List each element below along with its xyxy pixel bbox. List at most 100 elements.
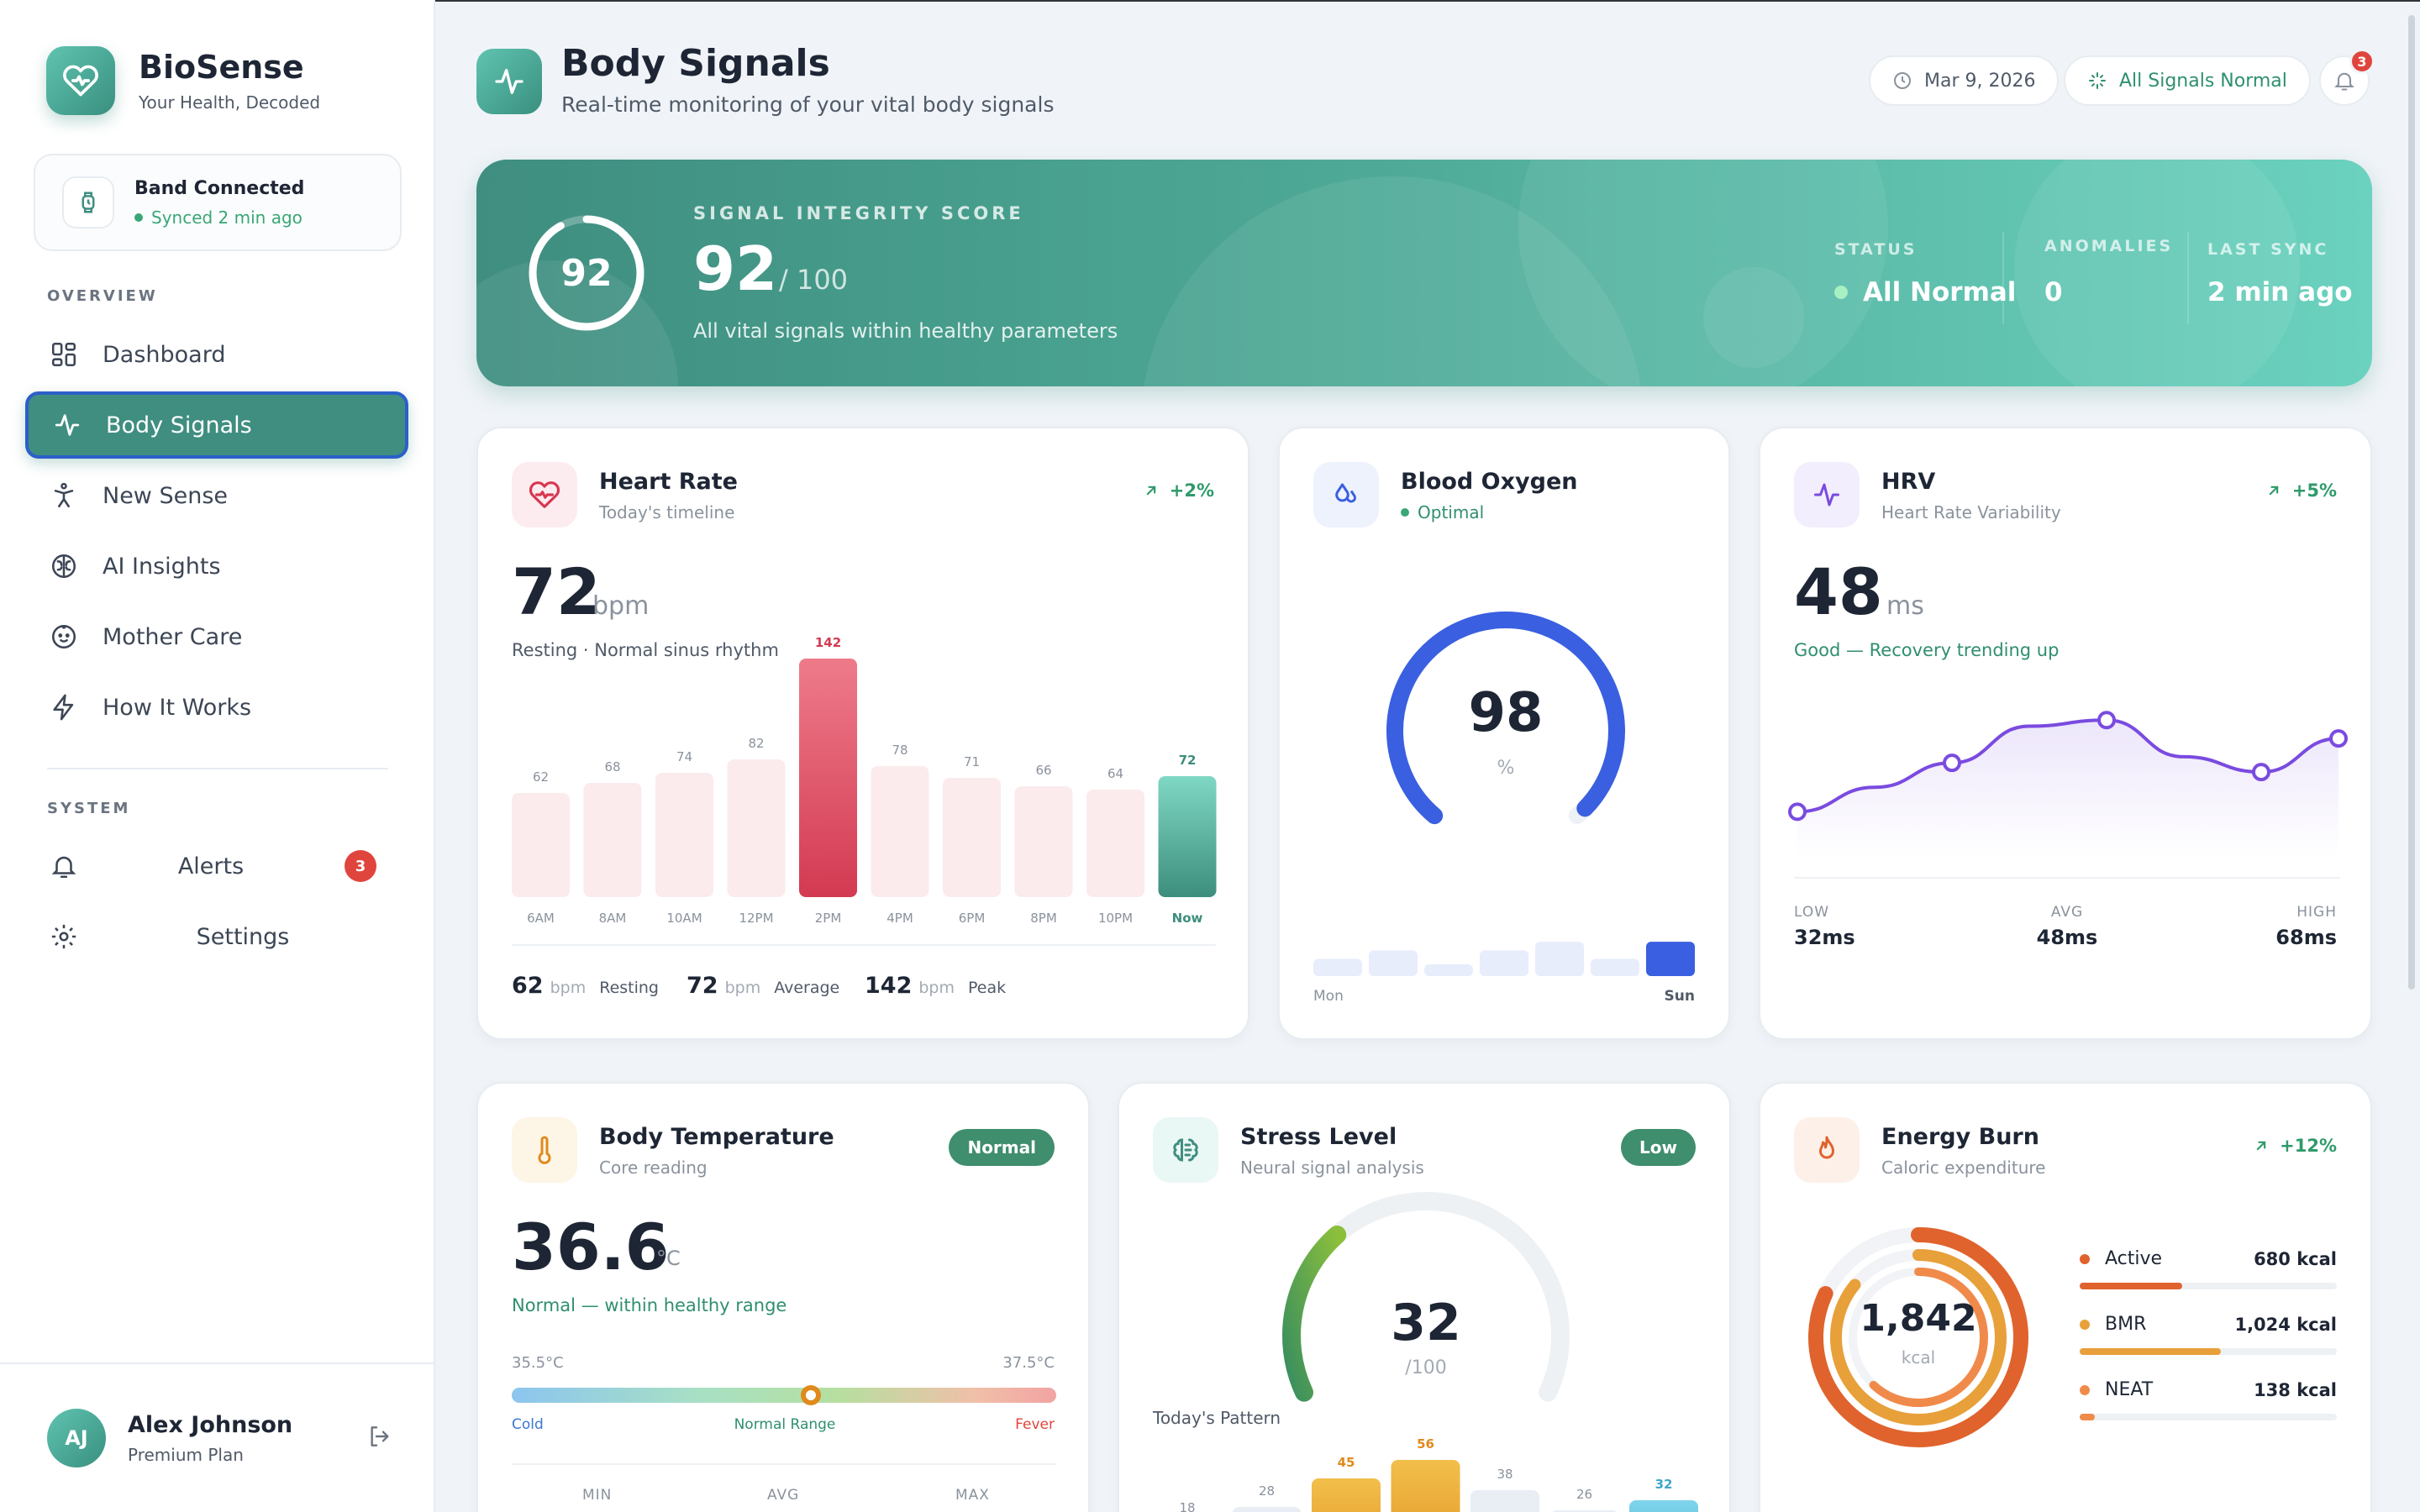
temp-max-label: MAX xyxy=(955,1487,990,1504)
nav-section-overview: OVERVIEW xyxy=(47,287,158,305)
body-temperature-card[interactable]: Body Temperature Core reading Normal 36.… xyxy=(476,1082,1090,1512)
nav-item-dashboard[interactable]: Dashboard xyxy=(25,321,408,388)
energy-row-kcal: 1,024 kcal xyxy=(2234,1314,2337,1335)
oxygen-gauge-fill xyxy=(1386,612,1625,825)
energy-ring-fill xyxy=(1808,1227,2028,1447)
energy-ring-fill xyxy=(1869,1268,1988,1407)
bar-category-label: 8AM xyxy=(599,911,627,926)
heart-icon xyxy=(512,462,577,528)
hrv-point xyxy=(2329,729,2348,748)
stress-bar-value-label: 45 xyxy=(1338,1455,1355,1470)
brand[interactable]: BioSense Your Health, Decoded xyxy=(46,46,320,115)
bar-category-label: 12PM xyxy=(739,911,773,926)
status-value: All Normal xyxy=(1834,277,2016,307)
oxygen-day-bar xyxy=(1480,950,1528,976)
score-ring xyxy=(529,215,644,331)
nav-divider xyxy=(47,768,388,769)
nav-item-label: How It Works xyxy=(103,694,252,721)
nav-item-new-sense[interactable]: New Sense xyxy=(25,462,408,529)
bar-category-label: 6PM xyxy=(959,911,986,926)
nav-item-how-it-works[interactable]: How It Works xyxy=(25,674,408,741)
heart-rate-bar xyxy=(1086,790,1144,897)
energy-track xyxy=(2080,1414,2337,1420)
stress-pattern-bar xyxy=(1629,1500,1698,1512)
cold-label: Cold xyxy=(512,1416,544,1433)
card-title: HRV xyxy=(1881,469,1936,495)
page-subtitle: Real-time monitoring of your vital body … xyxy=(561,92,1055,117)
score-value: 92 xyxy=(693,234,778,304)
stat-value: 142 xyxy=(865,973,913,999)
bolt-icon xyxy=(47,690,81,724)
page-scrollbar[interactable] xyxy=(2408,15,2415,990)
arrow-up-right-icon xyxy=(2256,1141,2266,1151)
card-title: Blood Oxygen xyxy=(1401,469,1578,495)
heart-rate-bar xyxy=(799,659,857,897)
energy-row-name: Active xyxy=(2080,1248,2162,1269)
thermometer-icon xyxy=(512,1117,577,1183)
energy-row-active: Active 680 kcal xyxy=(2080,1248,2337,1289)
bar-category-label: 10PM xyxy=(1098,911,1133,926)
temperature-status-tag: Normal xyxy=(949,1129,1055,1166)
bar-category-label: 6AM xyxy=(527,911,555,926)
energy-row-name: BMR xyxy=(2080,1314,2146,1335)
nav-item-label: Alerts xyxy=(177,853,245,879)
stat-label: Peak xyxy=(968,979,1007,997)
signals-status-pill[interactable]: All Signals Normal xyxy=(2064,55,2311,106)
peak-stat: 142 bpm Peak xyxy=(865,973,1006,999)
energy-rings xyxy=(1808,1227,2028,1447)
bar-category-label: 8PM xyxy=(1030,911,1057,926)
signals-status-text: All Signals Normal xyxy=(2119,70,2287,92)
energy-fill xyxy=(2080,1348,2222,1355)
watch-icon xyxy=(62,176,114,228)
nav-item-alerts[interactable]: Alerts 3 xyxy=(25,832,408,900)
oxygen-day-bar xyxy=(1313,958,1362,976)
device-status-card[interactable]: Band Connected Synced 2 min ago xyxy=(34,154,402,251)
stress-value: 32 xyxy=(1391,1294,1461,1352)
date-pill[interactable]: Mar 9, 2026 xyxy=(1869,55,2060,106)
energy-burn-card[interactable]: Energy Burn Caloric expenditure +12% 1,8… xyxy=(1759,1082,2372,1512)
heart-rate-bar xyxy=(583,783,642,897)
score-description: All vital signals within healthy paramet… xyxy=(693,319,1118,343)
temperature-note: Normal — within healthy range xyxy=(512,1295,787,1315)
last-sync-value: 2 min ago xyxy=(2207,277,2353,307)
bar-value-label: 78 xyxy=(892,743,908,758)
trend-value: +12% xyxy=(2280,1136,2337,1156)
blood-oxygen-card[interactable]: Blood Oxygen Optimal 98 % Mon Sun xyxy=(1278,427,1730,1040)
window-top-edge xyxy=(0,0,2420,2)
decor-bubble xyxy=(2014,160,2300,386)
hrv-card[interactable]: HRV Heart Rate Variability +5% 48 ms Goo… xyxy=(1759,427,2372,1040)
avatar[interactable]: AJ xyxy=(47,1409,106,1467)
brain-icon xyxy=(47,549,81,583)
week-start-label: Mon xyxy=(1313,988,1344,1005)
temp-avg-label: AVG xyxy=(767,1487,800,1504)
stat-label: Resting xyxy=(599,979,659,997)
oxygen-status: Optimal xyxy=(1401,502,1484,522)
stress-level-card[interactable]: Stress Level Neural signal analysis Low … xyxy=(1118,1082,1731,1512)
nav-item-label: Body Signals xyxy=(106,412,252,438)
bar-value-label: 71 xyxy=(964,754,980,769)
nav-item-label: AI Insights xyxy=(103,553,221,580)
nav-item-body-signals[interactable]: Body Signals xyxy=(25,391,408,459)
stress-bar-value-label: 38 xyxy=(1497,1467,1512,1482)
heart-rate-bar xyxy=(943,778,1001,897)
hrv-low-label: LOW xyxy=(1794,904,1830,921)
arrow-up-right-icon xyxy=(2269,486,2278,496)
card-subtitle: Heart Rate Variability xyxy=(1881,502,2061,522)
date-text: Mar 9, 2026 xyxy=(1924,70,2036,92)
heart-rate-card[interactable]: Heart Rate Today's timeline +2% 72 bpm R… xyxy=(476,427,1249,1040)
hrv-point xyxy=(1943,753,1961,773)
nav-item-mother-care[interactable]: Mother Care xyxy=(25,603,408,670)
nav-item-ai-insights[interactable]: AI Insights xyxy=(25,533,408,600)
trend-value: +2% xyxy=(1169,480,1214,501)
card-subtitle: Core reading xyxy=(599,1158,708,1178)
sync-dot xyxy=(134,213,143,222)
nav-item-settings[interactable]: Settings xyxy=(25,903,408,970)
oxygen-day-bar xyxy=(1646,942,1695,976)
stress-bar-value-label: 28 xyxy=(1259,1483,1275,1499)
logout-icon[interactable] xyxy=(366,1423,393,1453)
sidebar: BioSense Your Health, Decoded Band Conne… xyxy=(0,0,435,1512)
card-subtitle: Caloric expenditure xyxy=(1881,1158,2046,1178)
sparkle-icon xyxy=(2089,72,2106,89)
oxygen-day-bar xyxy=(1591,958,1639,976)
notification-count-badge: 3 xyxy=(2349,49,2375,74)
